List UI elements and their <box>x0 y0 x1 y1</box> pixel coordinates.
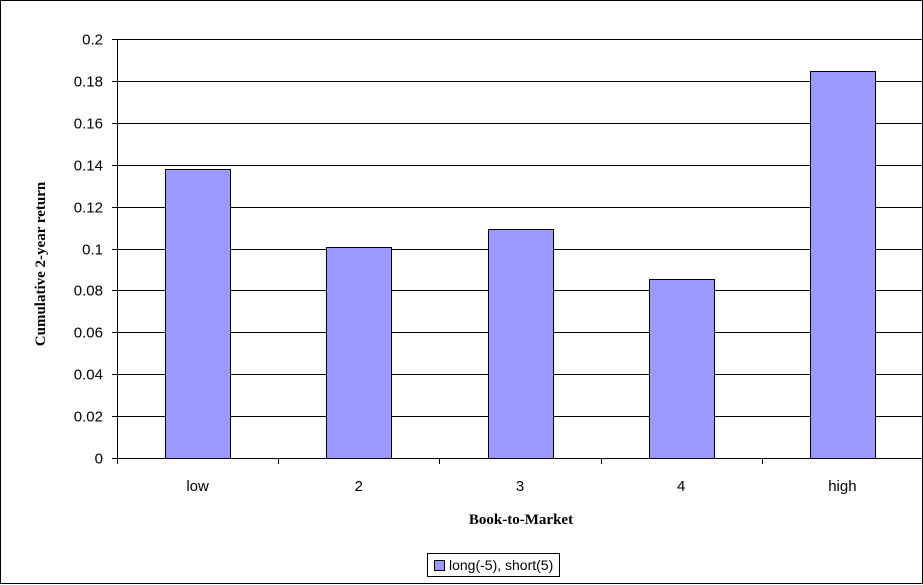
y-tick-label: 0.08 <box>74 283 103 300</box>
x-tick-label: high <box>828 478 856 495</box>
y-tick-label: 0.02 <box>74 409 103 426</box>
bar <box>326 247 392 459</box>
x-tick-label: low <box>186 478 209 495</box>
legend-label: long(-5), short(5) <box>449 557 554 573</box>
bars <box>165 71 876 459</box>
y-tick-label: 0.2 <box>82 32 103 49</box>
y-axis-title: Cumulative 2-year return <box>33 181 49 346</box>
x-axis-title: Book-to-Market <box>469 512 573 528</box>
y-tick-label: 0.12 <box>74 200 103 217</box>
x-tick-label: 3 <box>516 478 524 495</box>
bar <box>649 279 715 459</box>
y-tick-label: 0.16 <box>74 116 103 133</box>
bar <box>488 229 554 459</box>
y-tick-label: 0.18 <box>74 74 103 91</box>
y-tick-label: 0.04 <box>74 367 103 384</box>
x-tick-label: 2 <box>355 478 363 495</box>
bar <box>810 71 876 459</box>
y-tick-label: 0.14 <box>74 158 103 175</box>
x-tick-label: 4 <box>677 478 685 495</box>
axes <box>112 39 923 464</box>
bar <box>165 169 231 459</box>
y-tick-label: 0 <box>95 451 103 468</box>
y-tick-labels: 0 0.02 0.04 0.06 0.08 0.1 0.12 0.14 0.16 0.18 0.2 <box>74 32 103 468</box>
legend-swatch <box>434 559 445 571</box>
x-tick-labels: low 2 3 4 high <box>186 478 856 495</box>
y-tick-label: 0.1 <box>82 242 103 259</box>
legend: long(-5), short(5) <box>427 553 561 577</box>
y-tick-label: 0.06 <box>74 325 103 342</box>
